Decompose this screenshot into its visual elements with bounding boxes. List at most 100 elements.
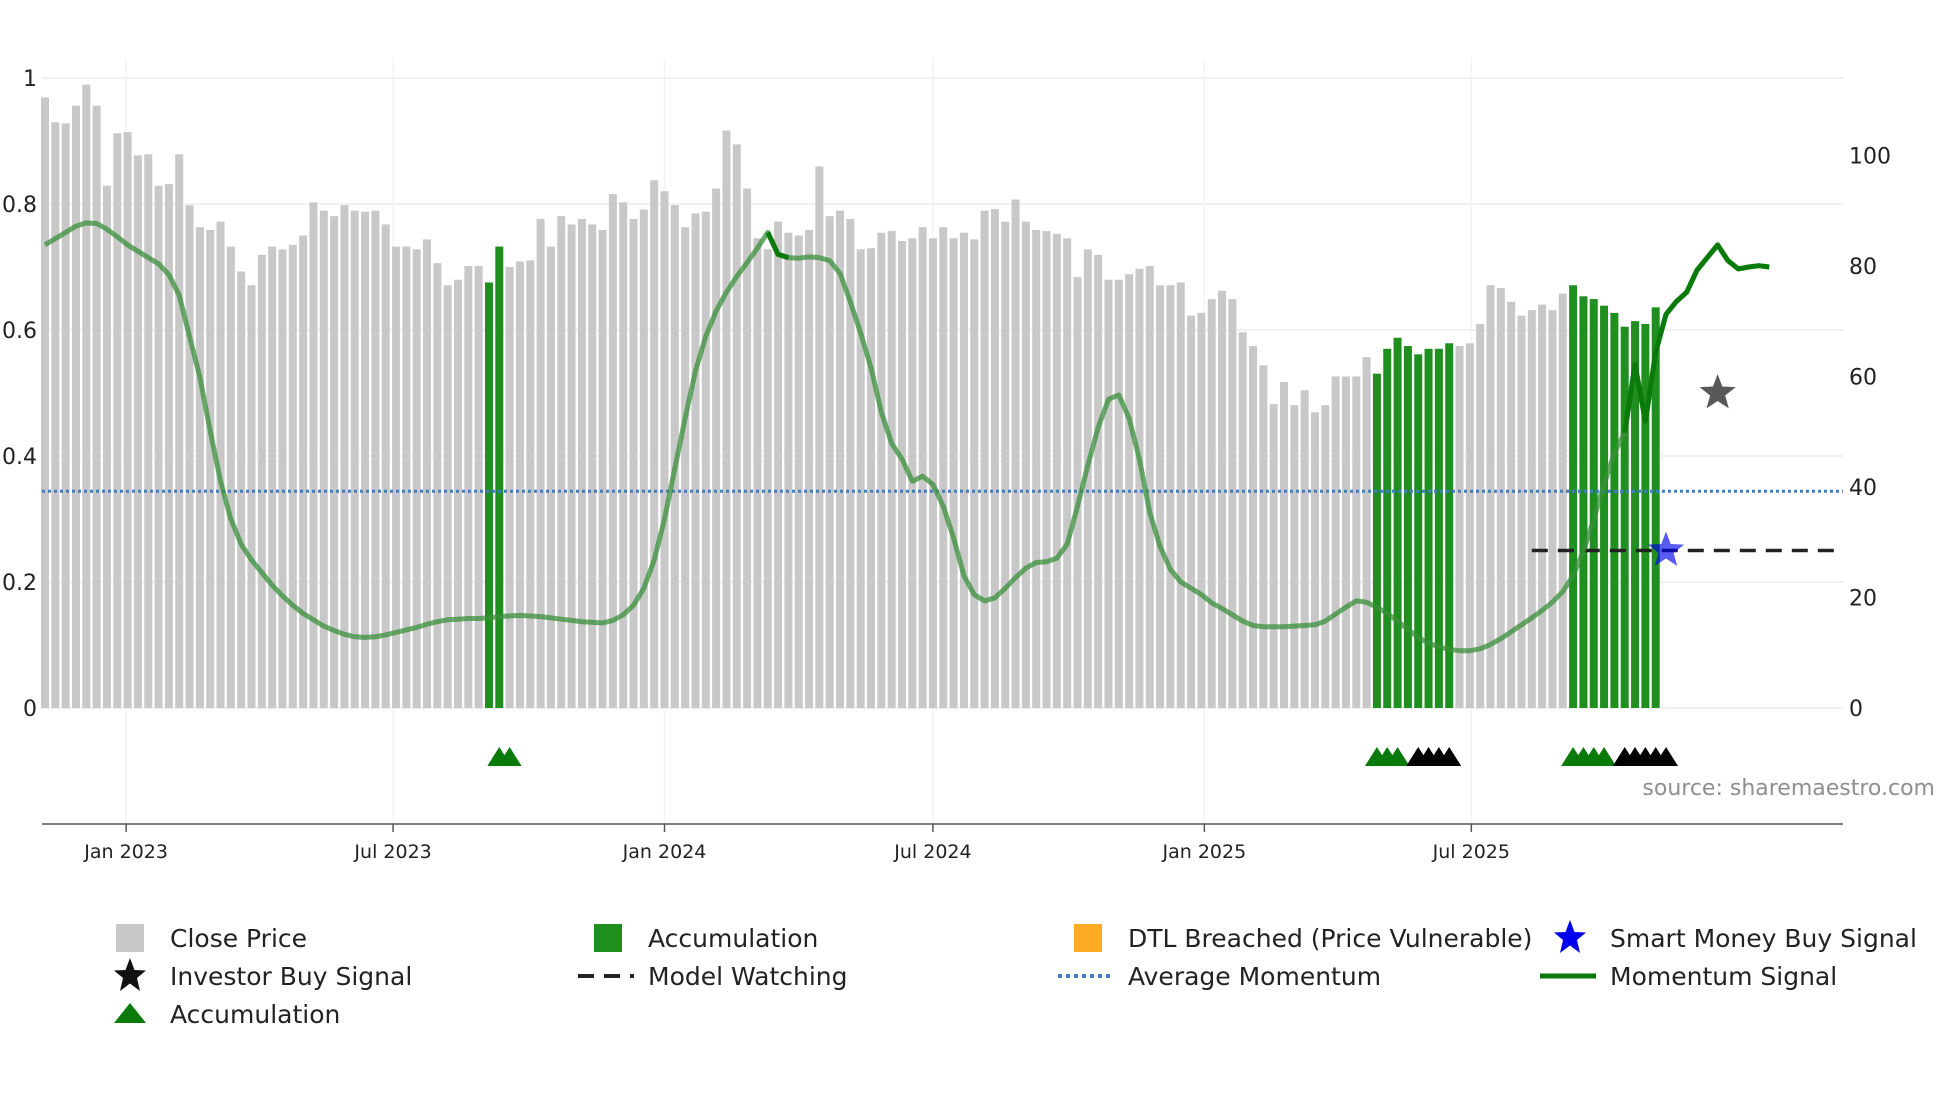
accumulation-bar	[1600, 305, 1609, 708]
price-bar	[340, 205, 349, 708]
price-bar	[144, 154, 153, 708]
left-tick-label: 0	[23, 697, 37, 722]
price-bar	[1321, 405, 1330, 708]
price-bar	[856, 249, 865, 708]
price-bar	[299, 235, 308, 708]
accumulation-bar	[1445, 343, 1454, 708]
price-bar	[660, 191, 669, 708]
price-bar	[1187, 315, 1196, 708]
price-bar	[1094, 254, 1103, 708]
legend-momentum-signal: Momentum Signal	[1538, 958, 1837, 994]
legend-label: Investor Buy Signal	[170, 961, 413, 991]
price-bar	[1280, 381, 1288, 708]
axes: Jan 2023 Jul 2023 Jan 2024 Jul 2024 Jan 2025…	[2, 67, 1891, 863]
price-bar	[567, 224, 576, 708]
legend-dtl: DTL Breached (Price Vulnerable)	[1056, 920, 1532, 956]
price-bar	[1011, 199, 1020, 708]
price-bar	[206, 229, 215, 708]
accumulation-bar	[1383, 348, 1392, 708]
price-bar	[701, 211, 710, 708]
price-bar	[1145, 265, 1154, 708]
price-bar	[1300, 390, 1309, 708]
price-bars	[41, 84, 1660, 709]
x-tick-label: Jul 2025	[1432, 841, 1510, 863]
legend-label: Smart Money Buy Signal	[1610, 923, 1917, 953]
price-bar	[546, 246, 555, 709]
price-bar	[588, 224, 597, 708]
price-bar	[443, 285, 452, 708]
price-bar	[1465, 343, 1474, 708]
price-bar	[887, 231, 896, 708]
price-bar	[732, 144, 741, 708]
price-bar	[1259, 365, 1268, 708]
legend-label: Close Price	[170, 923, 308, 953]
price-bar	[102, 185, 111, 708]
legend-close-price: Close Price	[98, 920, 307, 956]
left-tick-label: 0.2	[2, 571, 37, 596]
price-bar	[1486, 285, 1495, 708]
price-bar	[278, 249, 287, 708]
price-bar	[990, 208, 999, 708]
accumulation-bar	[1620, 326, 1629, 708]
star-icon	[1538, 920, 1598, 956]
price-bar	[805, 229, 814, 708]
price-bar	[877, 232, 886, 708]
price-bar	[1021, 221, 1030, 708]
price-bar	[897, 241, 906, 709]
price-bar	[268, 246, 277, 709]
right-tick-label: 80	[1849, 255, 1877, 280]
accumulation-bar	[1434, 348, 1443, 708]
price-bar	[928, 238, 937, 708]
price-bar	[319, 210, 328, 708]
right-tick-label: 100	[1849, 144, 1891, 169]
price-bar	[226, 246, 235, 709]
price-bar	[195, 227, 204, 709]
accumulation-marker	[1592, 747, 1617, 766]
legend-label: Model Watching	[648, 961, 848, 991]
price-bar	[1032, 229, 1041, 708]
price-bar	[1156, 285, 1165, 708]
price-bar	[1548, 310, 1557, 708]
accumulation-marker	[1437, 747, 1462, 766]
price-bar	[515, 261, 524, 708]
price-bar	[846, 218, 855, 708]
x-tick-label: Jan 2023	[83, 841, 168, 863]
price-bar	[1228, 299, 1237, 708]
left-tick-label: 0.8	[2, 193, 37, 218]
legend-accumulation-bar: Accumulation	[576, 920, 818, 956]
legend: Close Price Investor Buy Signal Accumula…	[0, 920, 1960, 1050]
price-bar	[1517, 315, 1526, 708]
price-bar	[908, 238, 917, 708]
price-bar	[970, 239, 979, 709]
price-bar	[681, 227, 690, 709]
accumulation-bar	[1393, 337, 1402, 708]
left-tick-label: 0.6	[2, 319, 37, 344]
price-bar	[474, 265, 483, 708]
price-bar	[216, 221, 225, 708]
price-bar	[1558, 293, 1567, 708]
price-bar	[381, 224, 390, 708]
price-bar	[1176, 282, 1185, 708]
price-bar	[763, 249, 772, 708]
legend-label: DTL Breached (Price Vulnerable)	[1128, 923, 1533, 953]
price-bar	[464, 265, 473, 708]
price-bar	[1341, 376, 1350, 708]
price-bar	[1238, 332, 1247, 708]
price-bar	[629, 218, 638, 708]
smart-money-star	[1648, 531, 1685, 566]
price-bar	[1455, 346, 1464, 708]
price-bar	[1166, 285, 1175, 708]
price-bar	[371, 210, 380, 708]
price-bar	[1063, 238, 1072, 708]
price-bar	[1249, 346, 1258, 708]
momentum-chart: Jan 2023 Jul 2023 Jan 2024 Jul 2024 Jan 2025…	[2, 58, 1935, 863]
price-bar	[423, 239, 432, 709]
price-bar	[1507, 301, 1516, 708]
price-bar	[454, 279, 462, 708]
x-tick-label: Jul 2023	[353, 841, 431, 863]
signal-markers	[487, 374, 1736, 766]
price-bar	[1083, 249, 1092, 708]
solid-line-icon	[1538, 958, 1598, 994]
right-tick-label: 40	[1849, 476, 1877, 501]
price-bar	[1538, 304, 1547, 708]
